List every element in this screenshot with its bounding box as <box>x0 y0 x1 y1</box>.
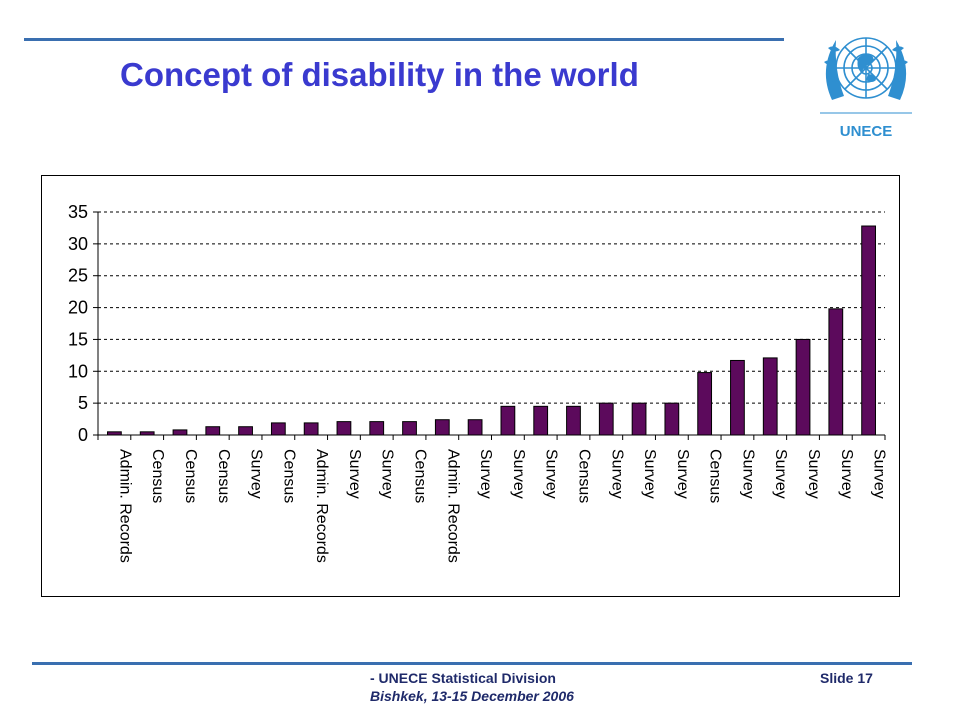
footer-organization: - UNECE Statistical Division <box>370 670 556 686</box>
x-category-label: Census <box>215 449 232 503</box>
x-category-label: Admin. Records <box>444 449 461 563</box>
bar <box>697 372 713 436</box>
slide-number: Slide 17 <box>820 670 873 686</box>
bar <box>139 431 155 436</box>
unece-logo: UNECE <box>820 37 912 140</box>
x-category-label: Census <box>707 449 724 503</box>
bar <box>303 422 319 436</box>
x-category-label: Survey <box>871 449 888 499</box>
x-category-label: Survey <box>838 449 855 499</box>
y-tick-label: 30 <box>68 234 88 254</box>
bottom-rule <box>32 662 912 665</box>
y-tick-label: 35 <box>68 202 88 222</box>
x-category-label: Census <box>149 449 166 503</box>
x-category-label: Admin. Records <box>116 449 133 563</box>
bar <box>861 225 876 436</box>
bar <box>500 405 516 436</box>
bar <box>238 426 253 436</box>
x-category-label: Survey <box>772 449 789 499</box>
bar <box>107 431 122 436</box>
bar <box>467 419 483 436</box>
logo-text: UNECE <box>840 123 893 140</box>
x-category-label: Admin. Records <box>313 449 330 563</box>
bar <box>172 429 188 436</box>
bar <box>533 405 549 436</box>
x-category-label: Survey <box>674 449 691 499</box>
y-tick-label: 0 <box>78 425 88 445</box>
bar <box>795 338 811 436</box>
x-category-label: Survey <box>379 449 396 499</box>
y-tick-label: 15 <box>68 329 88 349</box>
x-category-label: Census <box>412 449 429 503</box>
bar <box>336 421 352 436</box>
bar <box>664 402 680 436</box>
bar <box>369 421 385 436</box>
x-category-label: Census <box>182 449 199 503</box>
x-category-label: Survey <box>510 449 527 499</box>
x-category-label: Survey <box>477 449 494 499</box>
x-category-label: Survey <box>248 449 265 499</box>
x-category-label: Census <box>575 449 592 503</box>
x-category-label: Survey <box>346 449 363 499</box>
bar <box>205 426 221 436</box>
x-category-label: Survey <box>641 449 658 499</box>
bar <box>828 308 844 436</box>
bar <box>566 405 581 436</box>
y-tick-label: 25 <box>68 266 88 286</box>
bar <box>402 421 417 436</box>
x-category-label: Survey <box>543 449 560 499</box>
y-tick-label: 10 <box>68 361 88 381</box>
bar <box>434 419 450 436</box>
chart-frame <box>41 175 900 597</box>
un-emblem-icon <box>835 37 897 99</box>
x-category-label: Survey <box>608 449 625 499</box>
footer-event: Bishkek, 13-15 December 2006 <box>370 688 574 704</box>
bar <box>270 422 286 436</box>
bar <box>631 402 647 436</box>
x-category-label: Survey <box>805 449 822 499</box>
slide-title: Concept of disability in the world <box>120 56 639 93</box>
bar-chart: 0 5 10 15 20 25 30 35 Admin. Records Census Census… <box>68 202 888 563</box>
bar <box>730 359 745 436</box>
y-tick-label: 20 <box>68 298 88 318</box>
x-category-label: Survey <box>739 449 756 499</box>
x-category-label: Census <box>280 449 297 503</box>
bar <box>598 402 614 436</box>
y-tick-label: 5 <box>78 393 88 413</box>
top-rule <box>24 38 784 41</box>
bar <box>762 357 778 436</box>
